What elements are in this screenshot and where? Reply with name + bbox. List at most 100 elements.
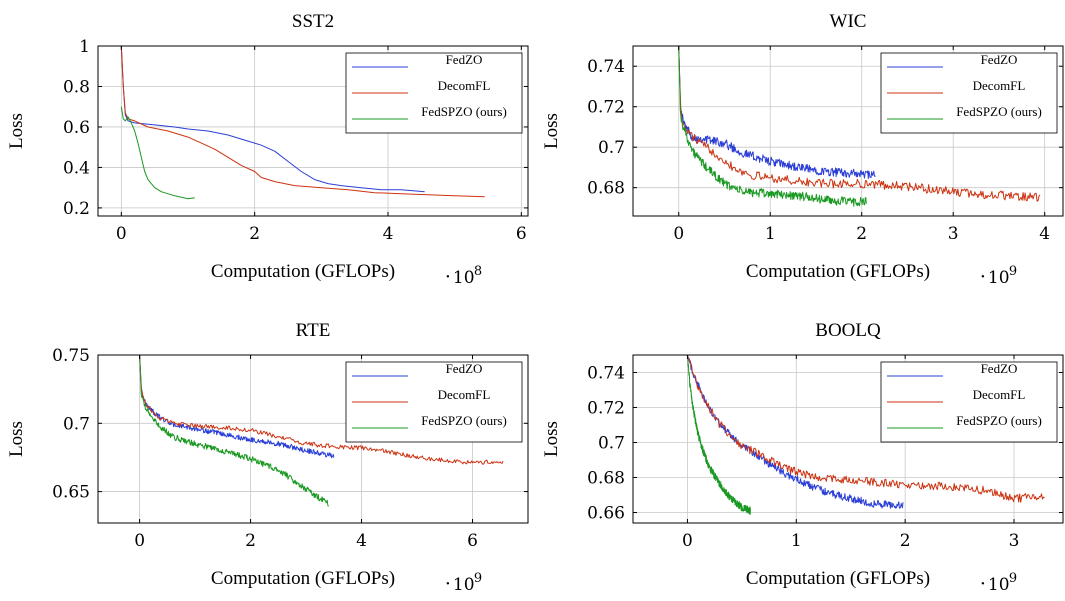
y-tick-label: 0.72	[587, 399, 625, 419]
legend-label: DecomFL	[973, 387, 1026, 402]
series-line	[678, 46, 867, 207]
multiplier-dot: ·	[980, 573, 986, 595]
y-tick-label: 0.4	[63, 158, 90, 178]
legend-label: DecomFL	[438, 387, 491, 402]
legend-label: FedZO	[981, 361, 1018, 376]
axes-frame	[632, 45, 1064, 217]
axes-frame	[97, 45, 529, 217]
legend-label: FedZO	[446, 361, 483, 376]
series-line	[678, 46, 1041, 202]
series-line	[139, 355, 329, 507]
series-line	[139, 355, 335, 459]
x-tick-label: 4	[383, 224, 394, 244]
legend: FedZO DecomFL FedSPZO (ours)	[345, 52, 523, 134]
x-tick-label: 3	[948, 224, 959, 244]
series-line	[120, 106, 195, 200]
chart-panel: 0 2 4 6 0.2 0.4 0.6 0.8 1 SST2 Computation (GFLOPs…	[6, 11, 529, 288]
legend-label: FedZO	[446, 52, 483, 67]
legend-label: FedSPZO (ours)	[956, 413, 1042, 428]
multiplier-exponent: 9	[474, 571, 482, 586]
multiplier-base: 10	[453, 575, 475, 595]
y-tick-label: 0.7	[63, 414, 90, 434]
multiplier-dot: ·	[980, 266, 986, 288]
x-tick-label: 1	[791, 531, 802, 551]
x-axis-label: Computation (GFLOPs)	[211, 568, 395, 589]
legend-label: FedSPZO (ours)	[956, 104, 1042, 119]
x-tick-label: 0	[673, 224, 684, 244]
legend-label: DecomFL	[438, 78, 491, 93]
multiplier-dot: ·	[445, 266, 451, 288]
legend-label: FedSPZO (ours)	[421, 413, 507, 428]
series-line	[678, 46, 876, 180]
series-line	[686, 355, 752, 515]
x-axis-label: Computation (GFLOPs)	[211, 261, 395, 282]
chart-title: SST2	[292, 11, 334, 32]
x-tick-label: 1	[765, 224, 776, 244]
x-tick-label: 6	[516, 224, 527, 244]
x-tick-label: 0	[116, 224, 127, 244]
legend-label: DecomFL	[973, 78, 1026, 93]
x-tick-label: 4	[1039, 224, 1050, 244]
y-axis-label: Loss	[541, 421, 562, 457]
legend: FedZO DecomFL FedSPZO (ours)	[880, 52, 1058, 134]
x-axis-label: Computation (GFLOPs)	[746, 568, 930, 589]
chart-panel: 0 1 2 3 0.66 0.68 0.7 0.72 0.74 BOOLQ Computation …	[541, 320, 1064, 595]
y-tick-label: 0.6	[63, 118, 90, 138]
axes-frame	[97, 354, 529, 524]
multiplier-dot: ·	[445, 573, 451, 595]
chart-panel: 0 2 4 6 0.65 0.7 0.75 RTE Computation (GFLOPs) · 1…	[6, 320, 529, 595]
multiplier-base: 10	[988, 575, 1010, 595]
y-tick-label: 0.72	[587, 98, 625, 118]
legend-label: FedSPZO (ours)	[421, 104, 507, 119]
multiplier-exponent: 9	[1009, 264, 1017, 279]
series-line	[686, 355, 1045, 503]
legend-label: FedZO	[981, 52, 1018, 67]
x-axis-label: Computation (GFLOPs)	[746, 261, 930, 282]
y-tick-label: 0.68	[587, 179, 625, 199]
series-line	[120, 46, 425, 193]
y-axis-label: Loss	[6, 113, 27, 149]
y-tick-label: 0.2	[63, 199, 90, 219]
legend: FedZO DecomFL FedSPZO (ours)	[880, 361, 1058, 443]
series-line	[686, 355, 904, 509]
y-axis-label: Loss	[541, 113, 562, 149]
chart-title: WIC	[830, 11, 867, 32]
y-tick-label: 0.66	[587, 504, 625, 524]
chart-panel: 0 1 2 3 4 0.68 0.7 0.72 0.74 WIC Computation (GFLO…	[541, 11, 1064, 288]
legend: FedZO DecomFL FedSPZO (ours)	[345, 361, 523, 443]
x-axis-multiplier: · 10 8	[445, 264, 482, 288]
chart-title: RTE	[296, 320, 331, 341]
x-tick-label: 0	[682, 531, 693, 551]
y-tick-label: 1	[79, 37, 90, 57]
x-tick-label: 2	[900, 531, 911, 551]
x-axis-multiplier: · 10 9	[980, 264, 1017, 288]
multiplier-exponent: 8	[474, 264, 482, 279]
chart-title: BOOLQ	[815, 320, 881, 341]
x-tick-label: 4	[356, 531, 367, 551]
x-tick-label: 6	[467, 531, 478, 551]
x-tick-label: 2	[245, 531, 256, 551]
multiplier-exponent: 9	[1009, 571, 1017, 586]
x-tick-label: 2	[249, 224, 260, 244]
y-tick-label: 0.74	[587, 57, 625, 77]
y-tick-label: 0.7	[598, 138, 625, 158]
x-axis-multiplier: · 10 9	[445, 571, 482, 595]
y-tick-label: 0.8	[63, 77, 90, 97]
multiplier-base: 10	[988, 268, 1010, 288]
x-tick-label: 0	[134, 531, 145, 551]
x-axis-multiplier: · 10 9	[980, 571, 1017, 595]
x-tick-label: 3	[1009, 531, 1020, 551]
series-line	[139, 355, 504, 465]
series-line	[120, 46, 485, 198]
y-tick-label: 0.75	[52, 346, 90, 366]
x-tick-label: 2	[856, 224, 867, 244]
axes-frame	[632, 354, 1064, 524]
y-tick-label: 0.65	[52, 483, 90, 503]
y-tick-label: 0.68	[587, 469, 625, 489]
y-tick-label: 0.7	[598, 434, 625, 454]
multiplier-base: 10	[453, 268, 475, 288]
y-tick-label: 0.74	[587, 364, 625, 384]
y-axis-label: Loss	[6, 421, 27, 457]
